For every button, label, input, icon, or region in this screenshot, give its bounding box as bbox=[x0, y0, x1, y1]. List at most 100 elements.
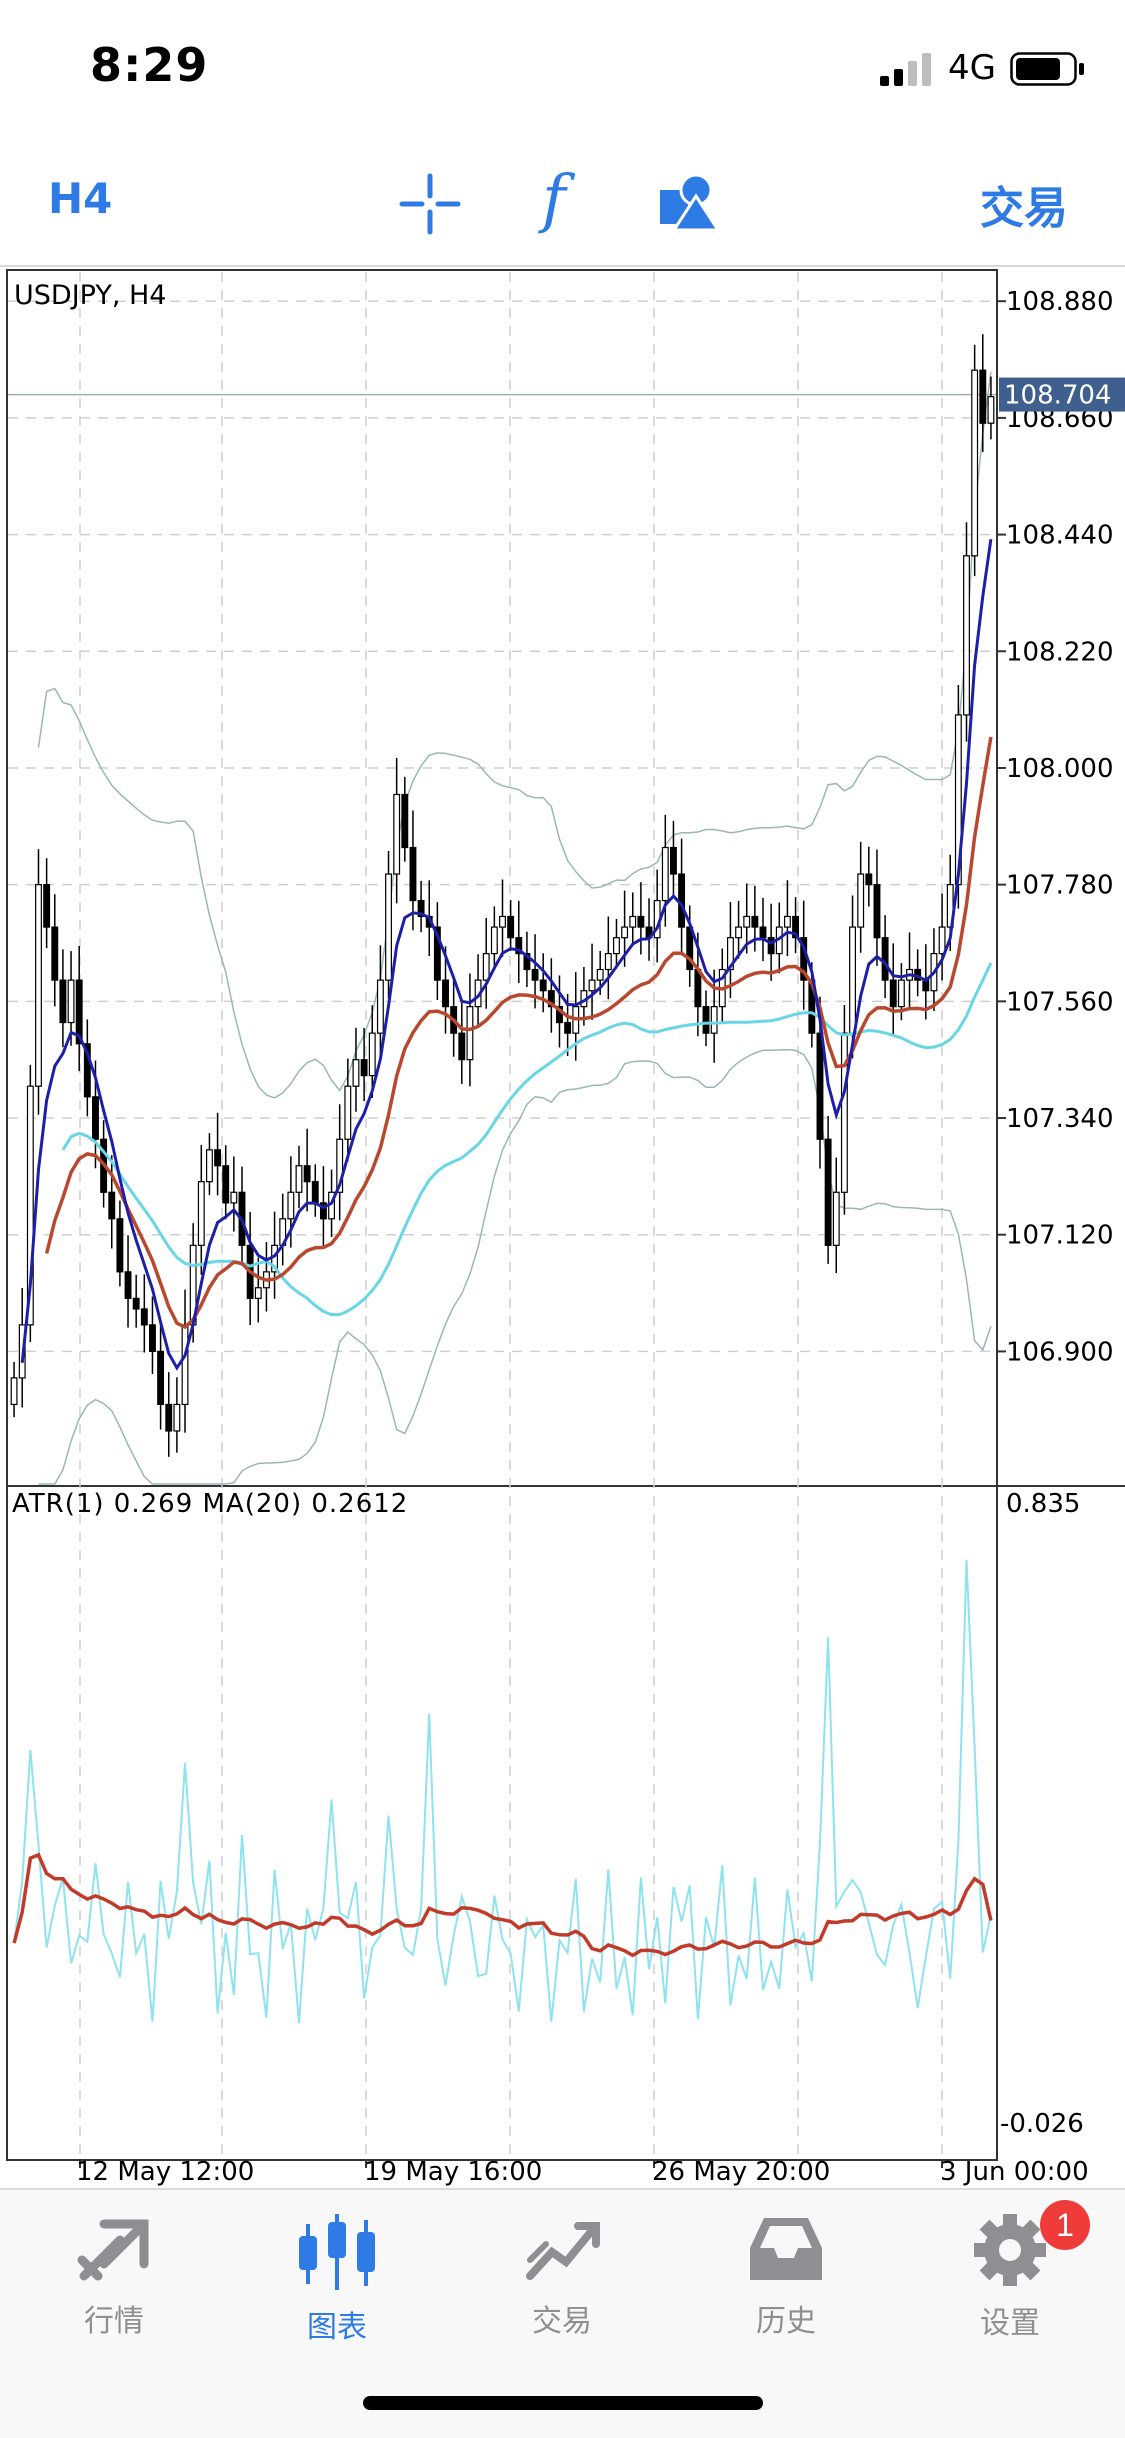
bull-candle bbox=[254, 1287, 262, 1299]
tab-history[interactable]: 历史 bbox=[706, 2214, 866, 2340]
atr-axis-bottom: -0.026 bbox=[1000, 2109, 1084, 2139]
tab-quotes-label: 行情 bbox=[84, 2304, 144, 2339]
status-time: 8:29 bbox=[90, 38, 209, 92]
bull-candle bbox=[604, 953, 612, 971]
bull-candle bbox=[352, 1059, 360, 1087]
bear-candle bbox=[694, 968, 702, 1008]
bear-candle bbox=[75, 979, 83, 1045]
bull-candle bbox=[376, 979, 384, 1034]
price-tick-label: 108.220 bbox=[1006, 637, 1114, 667]
bear-candle bbox=[92, 1096, 99, 1140]
price-chart[interactable]: 108.880 108.660 108.440 108.220 108.000 107.7… bbox=[0, 268, 1125, 2188]
price-tick-label: 107.120 bbox=[1006, 1221, 1114, 1251]
crosshair-icon[interactable] bbox=[398, 172, 462, 236]
bull-candle bbox=[987, 396, 995, 424]
status-bar: 8:29 4G bbox=[0, 0, 1125, 140]
bull-candle bbox=[205, 1149, 213, 1183]
trade-button[interactable]: 交易 bbox=[980, 183, 1068, 234]
tab-chart[interactable]: 图表 bbox=[257, 2214, 417, 2346]
bull-candle bbox=[963, 555, 970, 716]
bear-candle bbox=[767, 937, 775, 955]
chart-canvas[interactable]: 108.880108.660108.440108.220108.000107.7… bbox=[0, 268, 1125, 2188]
bear-candle bbox=[108, 1191, 116, 1220]
bear-candle bbox=[539, 979, 547, 992]
bear-candle bbox=[751, 915, 759, 928]
bear-candle bbox=[149, 1324, 156, 1353]
bear-candle bbox=[360, 1059, 368, 1077]
indicators-button[interactable]: f bbox=[542, 162, 566, 236]
bull-candle bbox=[710, 1006, 718, 1034]
bear-candle bbox=[458, 1032, 466, 1061]
bear-candle bbox=[165, 1403, 173, 1432]
bear-candle bbox=[881, 937, 889, 981]
bull-candle bbox=[197, 1181, 205, 1246]
bull-candle bbox=[287, 1191, 295, 1220]
price-tick-label: 107.560 bbox=[1006, 987, 1114, 1017]
bear-candle bbox=[132, 1297, 140, 1310]
bear-candle bbox=[637, 915, 645, 928]
tab-chart-label: 图表 bbox=[307, 2310, 367, 2345]
bear-candle bbox=[556, 1006, 563, 1024]
bull-candle bbox=[336, 1138, 344, 1193]
current-price-label: 108.704 bbox=[1004, 381, 1112, 411]
current-price-tag bbox=[999, 377, 1125, 412]
cyan-moving-average bbox=[61, 962, 993, 1317]
bull-candle bbox=[368, 1032, 376, 1077]
bear-candle bbox=[401, 793, 409, 849]
atr-moving-average bbox=[12, 1852, 993, 1958]
lower-bollinger-band bbox=[38, 1049, 992, 1485]
notification-badge: 1 bbox=[1040, 2200, 1090, 2250]
bull-candle bbox=[629, 915, 637, 928]
bull-candle bbox=[832, 1191, 840, 1246]
chart-symbol-label: USDJPY, H4 bbox=[14, 280, 166, 311]
bear-candle bbox=[507, 915, 515, 939]
tab-trade-label: 交易 bbox=[532, 2304, 592, 2339]
bear-candle bbox=[670, 846, 677, 875]
bull-candle bbox=[490, 926, 498, 955]
bull-candle bbox=[971, 369, 979, 557]
tab-settings[interactable]: 设置 bbox=[930, 2214, 1090, 2342]
battery-icon bbox=[1010, 52, 1084, 86]
atr-line bbox=[13, 1560, 992, 2024]
bull-candle bbox=[661, 846, 669, 902]
bear-candle bbox=[442, 979, 449, 1008]
atr-indicator-label: ATR(1) 0.269 MA(20) 0.2612 bbox=[12, 1489, 408, 1519]
bull-candle bbox=[499, 915, 506, 928]
bull-candle bbox=[588, 979, 596, 992]
bear-candle bbox=[547, 990, 555, 1008]
bear-candle bbox=[319, 1202, 327, 1220]
network-type: 4G bbox=[948, 48, 996, 88]
tab-quotes[interactable]: 行情 bbox=[34, 2214, 194, 2340]
timeframe-button[interactable]: H4 bbox=[48, 174, 113, 223]
tab-trade[interactable]: 交易 bbox=[482, 2214, 642, 2340]
bull-candle bbox=[621, 926, 629, 939]
price-tick-label: 106.900 bbox=[1006, 1337, 1114, 1367]
bull-candle bbox=[344, 1085, 352, 1140]
bear-candle bbox=[409, 846, 417, 902]
bull-candle bbox=[295, 1165, 303, 1193]
bull-candle bbox=[482, 953, 490, 981]
time-axis-label: 19 May 16:00 bbox=[364, 2157, 542, 2187]
bear-candle bbox=[979, 369, 987, 424]
bear-candle bbox=[564, 1021, 572, 1034]
bear-candle bbox=[157, 1350, 165, 1406]
bear-candle bbox=[515, 937, 523, 955]
history-icon bbox=[750, 2218, 822, 2280]
chart-toolbar: H4 f 交易 bbox=[0, 150, 1125, 267]
slow-moving-average bbox=[44, 736, 993, 1330]
bear-candle bbox=[311, 1181, 319, 1204]
bull-candle bbox=[26, 1085, 34, 1326]
objects-icon[interactable] bbox=[658, 170, 722, 234]
bear-candle bbox=[433, 926, 441, 981]
bear-candle bbox=[214, 1149, 222, 1167]
bear-candle bbox=[702, 1006, 710, 1034]
price-tick-label: 107.780 bbox=[1006, 871, 1114, 901]
home-indicator[interactable] bbox=[363, 2396, 763, 2410]
bull-candle bbox=[181, 1324, 189, 1406]
bull-candle bbox=[783, 915, 791, 928]
upper-bollinger-band bbox=[37, 371, 992, 1099]
bull-candle bbox=[35, 884, 42, 1087]
bull-candle bbox=[897, 979, 905, 1008]
bear-candle bbox=[51, 926, 59, 981]
price-tick-label: 107.340 bbox=[1006, 1104, 1114, 1134]
